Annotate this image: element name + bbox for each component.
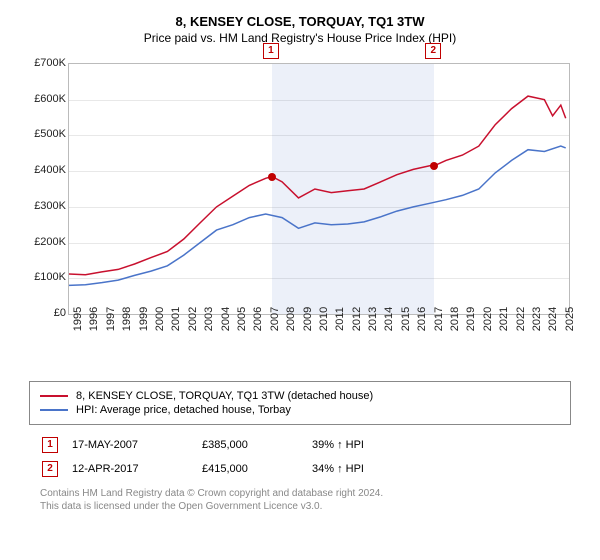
x-axis-label: 2023 — [531, 307, 543, 331]
y-axis-label: £600K — [34, 93, 66, 105]
x-axis-label: 2000 — [154, 307, 166, 331]
sale-point-1 — [268, 173, 276, 181]
plot-area — [68, 63, 570, 315]
y-axis-label: £400K — [34, 164, 66, 176]
attribution-line: Contains HM Land Registry data © Crown c… — [40, 487, 560, 500]
x-axis-label: 1996 — [88, 307, 100, 331]
y-axis-label: £700K — [34, 57, 66, 69]
sales-row-date: 12-APR-2017 — [72, 463, 202, 475]
x-axis-label: 2025 — [564, 307, 576, 331]
sale-point-2 — [430, 162, 438, 170]
x-axis-label: 2021 — [498, 307, 510, 331]
y-axis-label: £100K — [34, 271, 66, 283]
y-axis-label: £0 — [54, 307, 66, 319]
series-hpi — [69, 146, 566, 285]
x-axis-label: 1997 — [105, 307, 117, 331]
x-axis-label: 2005 — [236, 307, 248, 331]
legend-swatch — [40, 409, 68, 411]
chart-title-sub: Price paid vs. HM Land Registry's House … — [10, 31, 590, 45]
sales-row-price: £415,000 — [202, 463, 312, 475]
x-axis-label: 2006 — [252, 307, 264, 331]
x-axis-label: 2012 — [351, 307, 363, 331]
attribution: Contains HM Land Registry data © Crown c… — [40, 487, 560, 513]
chart-svg — [69, 64, 569, 314]
legend: 8, KENSEY CLOSE, TORQUAY, TQ1 3TW (detac… — [29, 381, 571, 425]
sales-row-date: 17-MAY-2007 — [72, 439, 202, 451]
legend-item: 8, KENSEY CLOSE, TORQUAY, TQ1 3TW (detac… — [40, 390, 560, 402]
legend-item: HPI: Average price, detached house, Torb… — [40, 404, 560, 416]
chart-container: £0 £100K £200K £300K £400K £500K £600K £700K 19… — [20, 53, 580, 373]
x-axis-label: 2020 — [482, 307, 494, 331]
sales-row: 2 12-APR-2017£415,00034% ↑ HPI — [40, 457, 560, 481]
x-axis-label: 1995 — [72, 307, 84, 331]
x-axis-label: 2008 — [285, 307, 297, 331]
series-price_paid — [69, 96, 566, 275]
sales-row-diff: 34% ↑ HPI — [312, 463, 432, 475]
x-axis-label: 2018 — [449, 307, 461, 331]
x-axis-label: 2024 — [547, 307, 559, 331]
x-axis-label: 2016 — [416, 307, 428, 331]
sales-row-diff: 39% ↑ HPI — [312, 439, 432, 451]
x-axis-label: 2017 — [433, 307, 445, 331]
y-axis-label: £300K — [34, 200, 66, 212]
attribution-line: This data is licensed under the Open Gov… — [40, 500, 560, 513]
legend-label: 8, KENSEY CLOSE, TORQUAY, TQ1 3TW (detac… — [76, 390, 373, 402]
x-axis-label: 2010 — [318, 307, 330, 331]
x-axis-label: 2014 — [383, 307, 395, 331]
legend-label: HPI: Average price, detached house, Torb… — [76, 404, 291, 416]
chart-title-main: 8, KENSEY CLOSE, TORQUAY, TQ1 3TW — [10, 14, 590, 29]
x-axis-label: 2001 — [170, 307, 182, 331]
x-axis-label: 2015 — [400, 307, 412, 331]
y-axis-label: £200K — [34, 236, 66, 248]
x-axis-label: 2009 — [302, 307, 314, 331]
x-axis-label: 1999 — [138, 307, 150, 331]
x-axis-label: 2022 — [515, 307, 527, 331]
x-axis-label: 1998 — [121, 307, 133, 331]
x-axis-label: 2011 — [334, 307, 346, 331]
x-axis-label: 2004 — [220, 307, 232, 331]
sale-marker-1: 1 — [263, 43, 279, 59]
x-axis-label: 2002 — [187, 307, 199, 331]
sales-row-price: £385,000 — [202, 439, 312, 451]
sales-table: 1 17-MAY-2007£385,00039% ↑ HPI 2 12-APR-201… — [40, 433, 560, 481]
sales-row-marker: 2 — [42, 461, 58, 477]
sales-row-marker: 1 — [42, 437, 58, 453]
y-axis-label: £500K — [34, 128, 66, 140]
legend-swatch — [40, 395, 68, 397]
x-axis-label: 2019 — [465, 307, 477, 331]
x-axis-label: 2007 — [269, 307, 281, 331]
x-axis-label: 2013 — [367, 307, 379, 331]
x-axis-label: 2003 — [203, 307, 215, 331]
sales-row: 1 17-MAY-2007£385,00039% ↑ HPI — [40, 433, 560, 457]
sale-marker-2: 2 — [425, 43, 441, 59]
